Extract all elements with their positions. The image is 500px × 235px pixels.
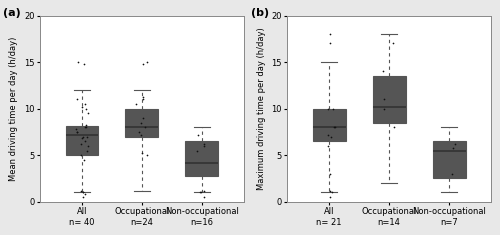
- Point: [326, 32, 334, 36]
- Point: [82, 149, 90, 153]
- Point: [79, 135, 87, 138]
- Point: [326, 195, 334, 199]
- Point: [80, 62, 88, 66]
- PathPatch shape: [312, 109, 346, 141]
- Point: [82, 102, 90, 106]
- PathPatch shape: [126, 109, 158, 137]
- Point: [78, 137, 86, 140]
- Point: [84, 144, 92, 148]
- Point: [197, 191, 205, 194]
- Point: [78, 105, 86, 109]
- Point: [78, 191, 86, 194]
- Point: [192, 149, 200, 153]
- Point: [84, 111, 92, 115]
- Point: [390, 125, 398, 129]
- Point: [76, 142, 84, 146]
- Point: [73, 130, 81, 134]
- Point: [451, 142, 459, 146]
- Point: [82, 139, 90, 143]
- Point: [200, 144, 208, 148]
- Point: [380, 98, 388, 101]
- Point: [328, 191, 336, 194]
- Point: [380, 70, 388, 73]
- Point: [138, 121, 145, 125]
- Point: [328, 107, 336, 110]
- Point: [138, 151, 146, 155]
- Point: [143, 60, 151, 64]
- Point: [78, 195, 86, 199]
- Point: [141, 125, 149, 129]
- Point: [326, 189, 334, 192]
- PathPatch shape: [432, 141, 466, 178]
- Point: [77, 190, 85, 193]
- Point: [73, 130, 81, 134]
- Point: [196, 191, 204, 194]
- Point: [331, 125, 339, 129]
- Point: [330, 125, 338, 129]
- Point: [137, 133, 145, 137]
- Point: [80, 192, 88, 196]
- Y-axis label: Maximum driving time per day (h/day): Maximum driving time per day (h/day): [256, 27, 266, 190]
- Point: [79, 191, 87, 194]
- PathPatch shape: [372, 76, 406, 123]
- Point: [74, 60, 82, 64]
- Point: [82, 125, 90, 129]
- Point: [327, 135, 335, 138]
- Point: [139, 96, 147, 99]
- Text: (b): (b): [250, 8, 268, 18]
- Point: [326, 42, 334, 45]
- Point: [140, 98, 147, 101]
- Point: [77, 153, 85, 157]
- Point: [324, 133, 332, 137]
- Point: [380, 107, 388, 110]
- Point: [82, 125, 90, 129]
- Text: (a): (a): [4, 8, 21, 18]
- Point: [324, 144, 332, 148]
- Point: [83, 135, 91, 138]
- Point: [194, 133, 202, 137]
- Point: [324, 107, 332, 110]
- Point: [135, 130, 143, 134]
- PathPatch shape: [66, 126, 98, 155]
- Point: [138, 116, 146, 120]
- Point: [326, 172, 334, 176]
- Point: [72, 127, 80, 131]
- Point: [132, 102, 140, 106]
- PathPatch shape: [186, 141, 218, 176]
- Point: [82, 124, 90, 127]
- Point: [200, 189, 208, 192]
- Point: [82, 107, 90, 110]
- Point: [143, 153, 151, 157]
- Point: [200, 195, 208, 199]
- Y-axis label: Mean driving time per day (h/day): Mean driving time per day (h/day): [10, 36, 18, 181]
- Point: [389, 42, 397, 45]
- Point: [450, 146, 458, 150]
- Point: [140, 62, 147, 66]
- Point: [74, 98, 82, 101]
- Point: [80, 158, 88, 162]
- Point: [200, 142, 208, 146]
- Point: [448, 172, 456, 176]
